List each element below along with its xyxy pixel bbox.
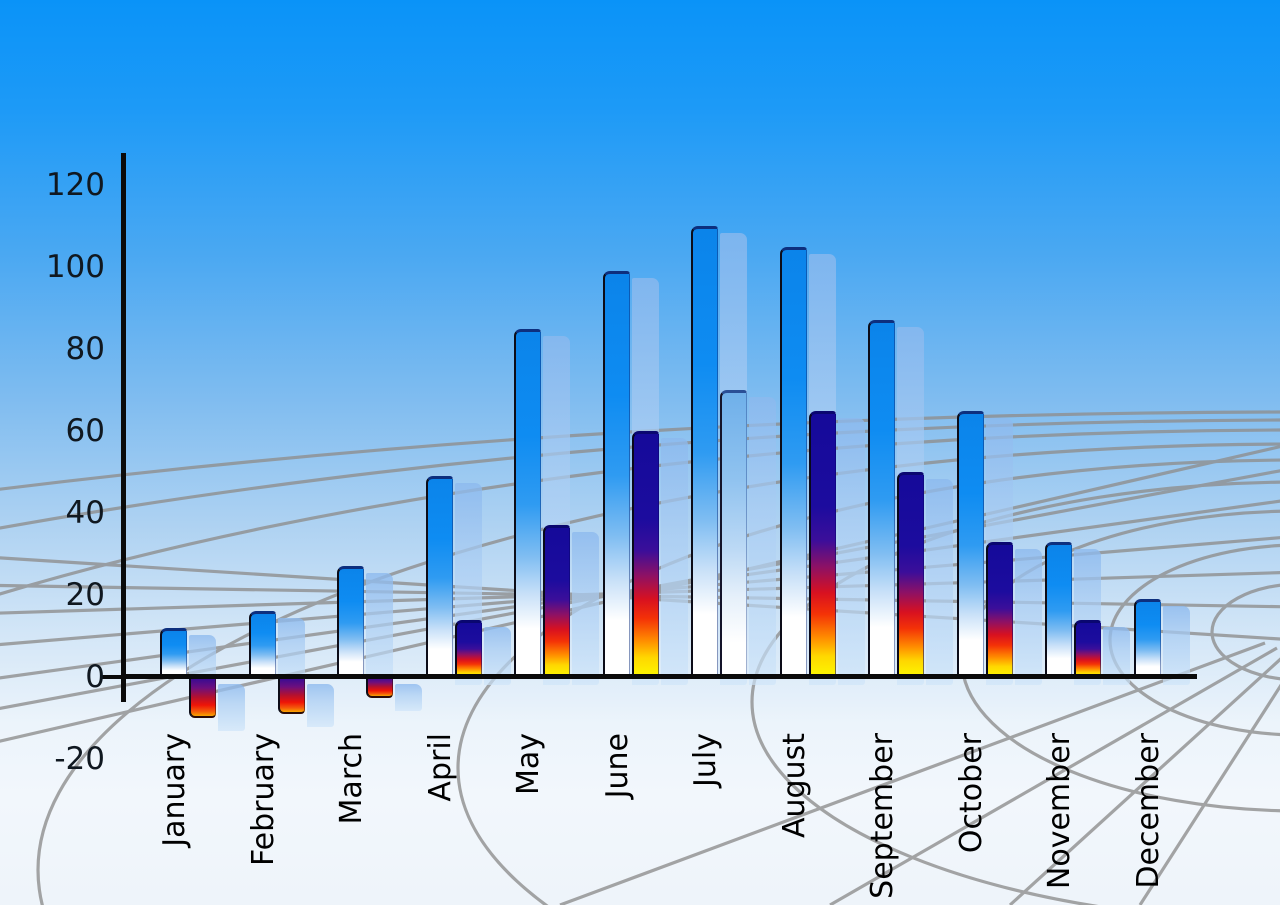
- x-label-february: February: [246, 733, 281, 866]
- x-label-may: May: [511, 733, 546, 796]
- bar-may-series2: [543, 525, 570, 677]
- bar-july-series1: [691, 226, 718, 677]
- bar-may-series1: [514, 328, 541, 677]
- bar-shadow-august-series2: [838, 417, 865, 685]
- grid-radial-line: [559, 641, 1266, 905]
- grid-arc: [36, 442, 1280, 905]
- y-tick-label-120: 120: [45, 167, 105, 203]
- x-label-october: October: [954, 733, 989, 854]
- bar-july-series2: [720, 390, 747, 677]
- grid-radial-line: [1008, 657, 1280, 905]
- bar-shadow-july-series2: [749, 397, 776, 685]
- grid-radial-line: [829, 646, 1278, 905]
- bar-april-series1: [426, 476, 453, 677]
- bar-june-series2: [632, 431, 659, 677]
- bar-february-series2: [278, 677, 305, 714]
- grid-arc: [750, 480, 1280, 905]
- x-label-march: March: [334, 733, 369, 825]
- bar-march-series2: [366, 677, 393, 698]
- bar-shadow-january-series2: [218, 684, 245, 731]
- bar-shadow-may-series2: [572, 532, 599, 685]
- x-axis-line: [121, 674, 1197, 679]
- grid-arc: [456, 458, 1280, 905]
- bar-august-series2: [809, 410, 836, 677]
- y-tick-label-0: 0: [85, 659, 105, 695]
- x-label-january: January: [157, 733, 192, 847]
- bar-shadow-june-series2: [661, 438, 688, 685]
- bar-january-series1: [160, 627, 187, 677]
- bar-january-series2: [189, 677, 216, 718]
- bar-shadow-september-series2: [926, 479, 953, 685]
- bar-september-series1: [868, 320, 895, 677]
- x-label-december: December: [1131, 733, 1166, 889]
- bar-october-series1: [957, 410, 984, 677]
- bar-august-series1: [780, 246, 807, 677]
- y-tick-label-80: 80: [65, 331, 105, 367]
- bar-shadow-march-series2: [395, 684, 422, 711]
- bar-april-series2: [455, 619, 482, 677]
- bar-december-series1: [1134, 599, 1161, 677]
- bar-october-series2: [986, 541, 1013, 677]
- bar-shadow-october-series2: [1015, 548, 1042, 685]
- y-axis-line: [121, 153, 126, 702]
- bar-shadow-december-series1: [1163, 606, 1190, 685]
- bar-shadow-february-series1: [278, 618, 305, 685]
- bar-shadow-february-series2: [307, 684, 334, 727]
- bar-february-series1: [249, 611, 276, 677]
- bar-november-series2: [1074, 619, 1101, 677]
- y-tick-label-40: 40: [65, 495, 105, 531]
- x-label-july: July: [688, 733, 723, 787]
- bar-shadow-march-series1: [366, 573, 393, 685]
- y-tick-label-20: 20: [65, 577, 105, 613]
- y-tick-label-60: 60: [65, 413, 105, 449]
- grid-arc: [1210, 583, 1280, 681]
- bar-march-series1: [337, 566, 364, 677]
- bar-june-series1: [603, 271, 630, 677]
- bar-november-series1: [1045, 541, 1072, 677]
- grid-radial-line: [1138, 683, 1280, 905]
- zero-tick: [100, 675, 123, 679]
- x-label-june: June: [600, 733, 635, 799]
- x-label-april: April: [423, 733, 458, 802]
- x-label-september: September: [865, 733, 900, 899]
- y-tick-label--20: -20: [54, 741, 105, 777]
- bar-september-series2: [897, 472, 924, 677]
- x-label-november: November: [1042, 733, 1077, 890]
- y-tick-label-100: 100: [45, 249, 105, 285]
- x-label-august: August: [777, 733, 812, 838]
